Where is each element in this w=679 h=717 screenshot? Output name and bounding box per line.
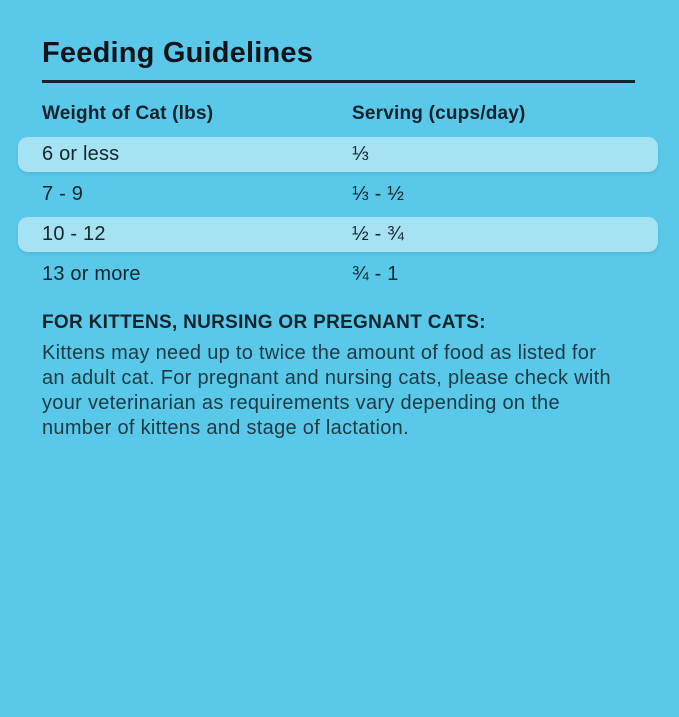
weight-value: 13 or more — [42, 263, 141, 285]
kittens-note: FOR KITTENS, NURSING OR PREGNANT CATS: K… — [42, 312, 635, 441]
serving-value: ¾ - 1 — [352, 263, 399, 285]
table-row: 13 or more ¾ - 1 — [18, 257, 658, 292]
table-row: 7 - 9 ⅓ - ½ — [18, 177, 658, 212]
weight-value: 6 or less — [42, 143, 120, 165]
table-row: 10 - 12 ½ - ¾ — [18, 217, 658, 252]
table-row: 6 or less ⅓ — [18, 137, 658, 172]
weight-value: 7 - 9 — [42, 183, 84, 205]
header-serving: Serving (cups/day) — [352, 103, 526, 124]
note-body: Kittens may need up to twice the amount … — [42, 342, 611, 439]
weight-value: 10 - 12 — [42, 223, 106, 245]
feeding-table: 6 or less ⅓ 7 - 9 ⅓ - ½ 10 - 12 ½ - ¾ 13… — [18, 137, 658, 292]
page-title: Feeding Guidelines — [42, 37, 314, 69]
title-underline — [42, 80, 635, 83]
serving-value: ⅓ - ½ — [352, 183, 405, 205]
table-header-row: Weight of Cat (lbs) Serving (cups/day) — [42, 103, 658, 125]
note-heading: FOR KITTENS, NURSING OR PREGNANT CATS: — [42, 312, 486, 333]
serving-value: ½ - ¾ — [352, 223, 405, 245]
feeding-guidelines-panel: Feeding Guidelines Weight of Cat (lbs) S… — [0, 38, 679, 717]
serving-value: ⅓ — [352, 143, 369, 165]
header-weight: Weight of Cat (lbs) — [42, 103, 214, 124]
